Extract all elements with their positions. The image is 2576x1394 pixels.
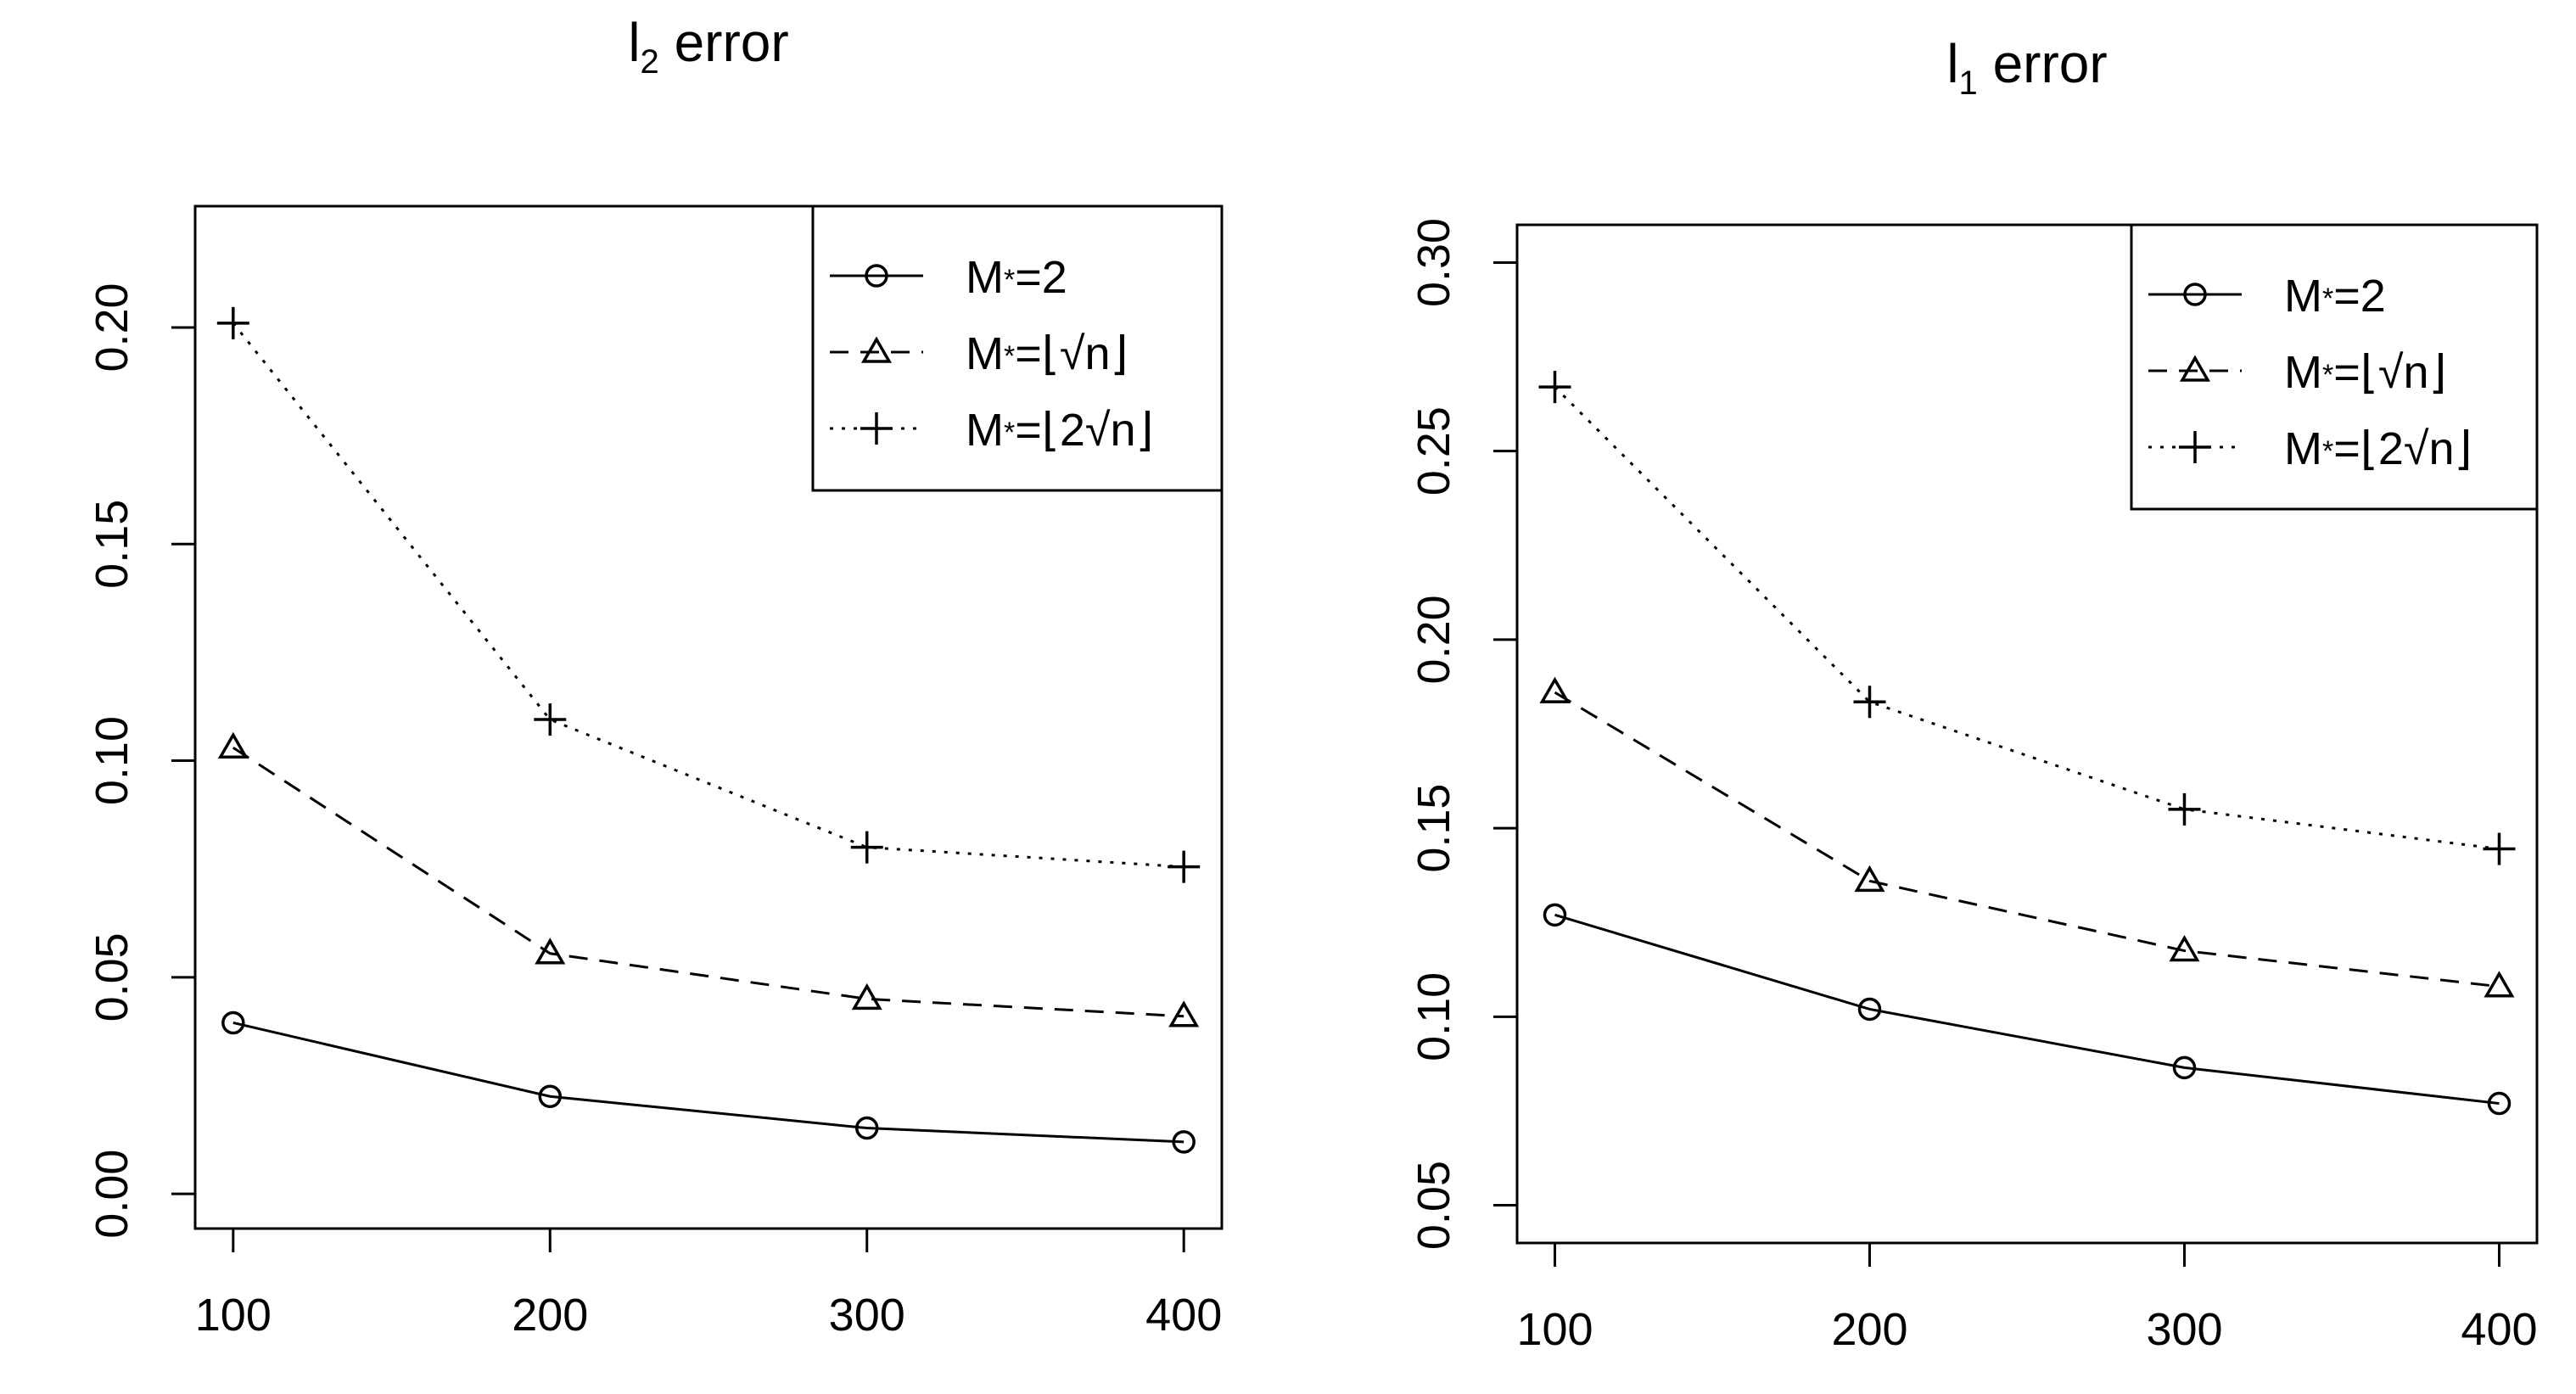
y-tick-label: 0.25 — [1408, 406, 1459, 495]
data-point — [854, 1116, 879, 1140]
data-point — [2483, 832, 2516, 865]
y-tick-label: 0.05 — [1408, 1161, 1459, 1250]
legend-marker — [860, 412, 893, 445]
data-point — [534, 703, 567, 736]
series-line — [232, 322, 1184, 869]
data-point — [851, 983, 882, 1011]
data-point — [1854, 865, 1885, 893]
x-tick-label: 300 — [2146, 1304, 2222, 1355]
legend-label: M*=2 — [966, 252, 1067, 303]
legend-marker — [2179, 355, 2211, 382]
x-tick-label: 300 — [829, 1290, 905, 1341]
series-plus — [1538, 371, 2516, 865]
legend-marker — [860, 336, 893, 363]
y-tick-label: 0.10 — [87, 716, 137, 805]
x-tick-label: 200 — [512, 1290, 588, 1341]
y-tick-label: 0.20 — [87, 283, 137, 372]
data-point — [850, 831, 883, 864]
data-point — [216, 306, 249, 339]
chart-title: l2 error — [628, 12, 788, 81]
series-triangle — [217, 731, 1200, 1027]
legend: M*=2 M*=⌊√n⌋ M*=⌊2√n⌋ — [811, 204, 1224, 492]
x-tick-label: 400 — [2461, 1304, 2537, 1355]
legend-label: M*=⌊√n⌋ — [2284, 347, 2447, 398]
legend-marker — [2179, 431, 2211, 463]
x-tick-label: 100 — [1516, 1304, 1593, 1355]
series-circle — [1543, 903, 2512, 1116]
series-triangle — [1539, 676, 2515, 998]
data-point — [1168, 850, 1201, 883]
legend: M*=2 M*=⌊√n⌋ M*=⌊2√n⌋ — [2130, 223, 2539, 511]
legend-marker — [865, 264, 888, 288]
y-tick-label: 0.10 — [1408, 972, 1459, 1061]
data-point — [1853, 686, 1886, 719]
x-tick-label: 400 — [1145, 1290, 1222, 1341]
plot-frame — [1515, 223, 2539, 1245]
series-line — [1554, 691, 2500, 988]
chart-panel-l1-error: l1 error 100 200 300 400 0.05 0.10 0.15 0.20 0.25… — [1408, 33, 2539, 1355]
y-tick-label: 0.05 — [87, 932, 137, 1022]
data-point — [217, 731, 249, 759]
data-point — [1539, 676, 1571, 703]
data-point — [2172, 1055, 2197, 1080]
legend-label: M*=⌊2√n⌋ — [966, 405, 1154, 456]
series-line — [232, 1022, 1184, 1144]
x-tick-label: 100 — [195, 1290, 272, 1341]
plot-frame — [193, 204, 1224, 1230]
data-point — [1543, 903, 1567, 927]
y-axis: 0.00 0.05 0.10 0.15 0.20 — [87, 283, 195, 1239]
legend-label: M*=⌊√n⌋ — [966, 328, 1128, 379]
legend-marker — [2183, 283, 2207, 306]
data-point — [2169, 935, 2200, 962]
series-line — [232, 746, 1184, 1018]
legend-label: M*=⌊2√n⌋ — [2284, 423, 2472, 474]
x-axis: 100 200 300 400 — [195, 1229, 1222, 1341]
data-point — [2484, 971, 2515, 998]
data-point — [535, 938, 566, 965]
data-point — [2487, 1091, 2512, 1116]
data-point — [2168, 792, 2201, 826]
series-circle — [221, 1011, 1196, 1154]
legend-label: M*=2 — [2284, 271, 2386, 322]
chart-title: l1 error — [1946, 33, 2107, 102]
series-plus — [216, 306, 1201, 883]
data-point — [1172, 1130, 1196, 1154]
y-tick-label: 0.30 — [1408, 218, 1459, 307]
y-tick-label: 0.00 — [87, 1150, 137, 1239]
series-line — [1554, 913, 2500, 1106]
data-point — [538, 1084, 563, 1109]
x-axis: 100 200 300 400 — [1516, 1243, 2538, 1355]
chart-panel-l2-error: l2 error 100 200 300 400 0.00 0.05 0.10 0.15 0.20… — [87, 12, 1224, 1341]
y-tick-label: 0.15 — [1408, 784, 1459, 873]
y-tick-label: 0.15 — [87, 500, 137, 589]
data-point — [1538, 371, 1571, 404]
data-point — [221, 1011, 245, 1035]
y-tick-label: 0.20 — [1408, 595, 1459, 684]
x-tick-label: 200 — [1831, 1304, 1907, 1355]
data-point — [1857, 997, 1882, 1022]
data-point — [1168, 1000, 1200, 1027]
y-axis: 0.05 0.10 0.15 0.20 0.25 0.30 — [1408, 218, 1517, 1250]
